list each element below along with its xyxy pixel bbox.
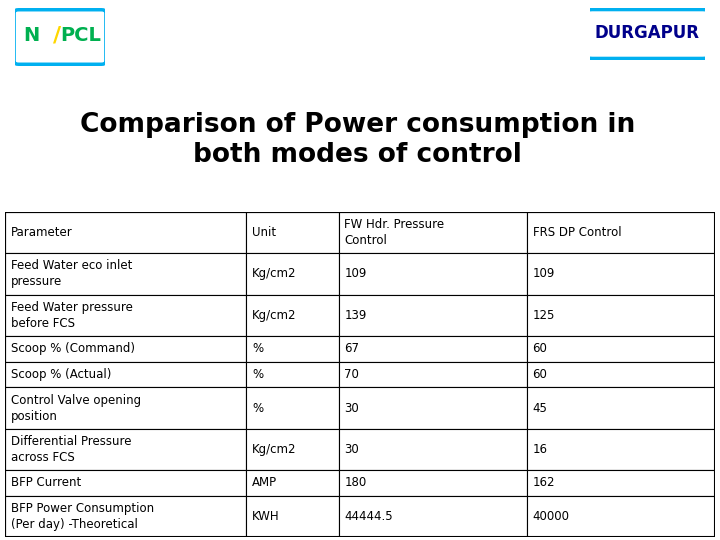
Bar: [338, 362, 527, 387]
Text: %: %: [252, 342, 264, 355]
Bar: [246, 294, 338, 336]
Bar: [338, 253, 527, 294]
Bar: [338, 212, 527, 253]
Text: 67: 67: [344, 342, 359, 355]
Text: Feed Water eco inlet
pressure: Feed Water eco inlet pressure: [11, 259, 132, 288]
Bar: [246, 362, 338, 387]
Text: 139: 139: [344, 309, 366, 322]
Text: 162: 162: [533, 476, 555, 489]
Text: FW Hdr. Pressure
Control: FW Hdr. Pressure Control: [344, 218, 444, 247]
Bar: [246, 470, 338, 496]
Bar: [527, 212, 715, 253]
Bar: [527, 387, 715, 429]
Bar: [527, 336, 715, 362]
Text: 109: 109: [533, 267, 555, 280]
Bar: [5, 429, 246, 470]
Text: Scoop % (Command): Scoop % (Command): [11, 342, 135, 355]
Bar: [246, 387, 338, 429]
Text: KWH: KWH: [252, 510, 279, 523]
Text: 45: 45: [533, 402, 547, 415]
Bar: [5, 253, 246, 294]
Text: 30: 30: [344, 402, 359, 415]
Text: /: /: [53, 26, 61, 46]
Text: FRS DP Control: FRS DP Control: [533, 226, 621, 239]
Text: 40000: 40000: [533, 510, 570, 523]
Bar: [338, 429, 527, 470]
Text: 30: 30: [344, 443, 359, 456]
Bar: [338, 470, 527, 496]
Text: PCL: PCL: [60, 26, 101, 45]
Bar: [5, 212, 246, 253]
Text: Kg/cm2: Kg/cm2: [252, 267, 297, 280]
Bar: [527, 362, 715, 387]
Bar: [246, 429, 338, 470]
Text: DURGAPUR: DURGAPUR: [595, 24, 700, 42]
Bar: [246, 336, 338, 362]
Text: Feed Water pressure
before FCS: Feed Water pressure before FCS: [11, 301, 132, 330]
Text: Comparison of Power consumption in
both modes of control: Comparison of Power consumption in both …: [80, 112, 635, 168]
Text: 125: 125: [533, 309, 555, 322]
Bar: [246, 253, 338, 294]
Text: Parameter: Parameter: [11, 226, 73, 239]
Text: %: %: [252, 402, 264, 415]
Bar: [5, 496, 246, 537]
Bar: [338, 387, 527, 429]
Text: BFP Current: BFP Current: [11, 476, 81, 489]
Text: 109: 109: [344, 267, 366, 280]
Text: 60: 60: [533, 368, 547, 381]
Text: Unit: Unit: [252, 226, 276, 239]
Text: BFP Power Consumption
(Per day) -Theoretical: BFP Power Consumption (Per day) -Theoret…: [11, 502, 154, 531]
Text: N: N: [23, 26, 40, 45]
Bar: [246, 212, 338, 253]
Bar: [5, 294, 246, 336]
Bar: [5, 387, 246, 429]
Text: Control Valve opening
position: Control Valve opening position: [11, 394, 141, 422]
Text: Differential Pressure
across FCS: Differential Pressure across FCS: [11, 435, 131, 464]
Text: Kg/cm2: Kg/cm2: [252, 309, 297, 322]
Bar: [527, 429, 715, 470]
Text: %: %: [252, 368, 264, 381]
Bar: [527, 496, 715, 537]
Text: 44444.5: 44444.5: [344, 510, 393, 523]
Bar: [5, 470, 246, 496]
Bar: [527, 253, 715, 294]
Bar: [527, 470, 715, 496]
Text: 180: 180: [344, 476, 366, 489]
Bar: [5, 336, 246, 362]
Text: Kg/cm2: Kg/cm2: [252, 443, 297, 456]
Bar: [246, 496, 338, 537]
FancyBboxPatch shape: [14, 10, 106, 64]
Text: 16: 16: [533, 443, 547, 456]
Bar: [338, 294, 527, 336]
Text: 60: 60: [533, 342, 547, 355]
Bar: [527, 294, 715, 336]
Text: AMP: AMP: [252, 476, 277, 489]
Bar: [338, 336, 527, 362]
Bar: [338, 496, 527, 537]
Bar: [5, 362, 246, 387]
FancyBboxPatch shape: [587, 10, 708, 58]
Text: 70: 70: [344, 368, 359, 381]
Text: Scoop % (Actual): Scoop % (Actual): [11, 368, 111, 381]
